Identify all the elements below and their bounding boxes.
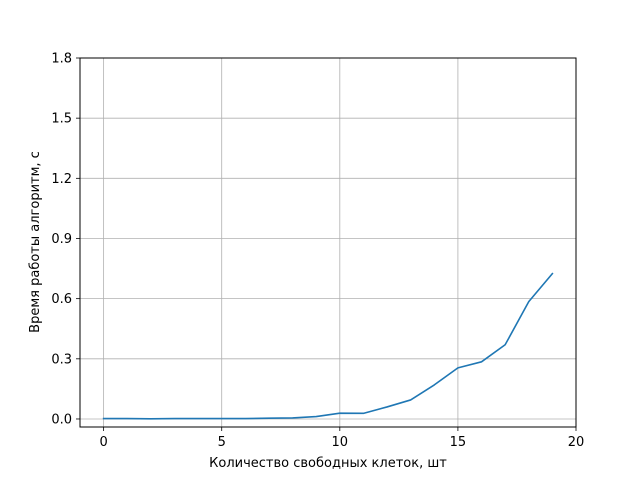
series-line <box>102 272 554 420</box>
y-tick-label: 0.9 <box>51 232 72 247</box>
y-tick-label: 0.6 <box>51 292 72 307</box>
y-tick-label: 1.8 <box>51 52 72 67</box>
series-group <box>102 272 554 420</box>
x-tick-label: 5 <box>218 435 226 450</box>
x-axis-label: Количество свободных клеток, шт <box>209 456 447 471</box>
x-tick-labels: 0 5 10 15 20 <box>99 435 584 450</box>
y-tick-label: 0.3 <box>51 352 72 367</box>
y-axis-label: Время работы алгоритм, с <box>28 151 43 333</box>
y-tick-label: 0.0 <box>51 412 72 427</box>
y-tick-label: 1.5 <box>51 112 72 127</box>
y-tick-label: 1.2 <box>51 172 72 187</box>
x-tick-label: 20 <box>568 435 585 450</box>
plot-frame <box>79 57 577 428</box>
tick-marks <box>76 57 577 431</box>
x-tick-label: 0 <box>99 435 107 450</box>
y-tick-labels: 0.0 0.3 0.6 0.9 1.2 1.5 1.8 <box>51 52 72 428</box>
grid <box>80 57 577 427</box>
x-tick-label: 10 <box>332 435 349 450</box>
x-tick-label: 15 <box>450 435 467 450</box>
